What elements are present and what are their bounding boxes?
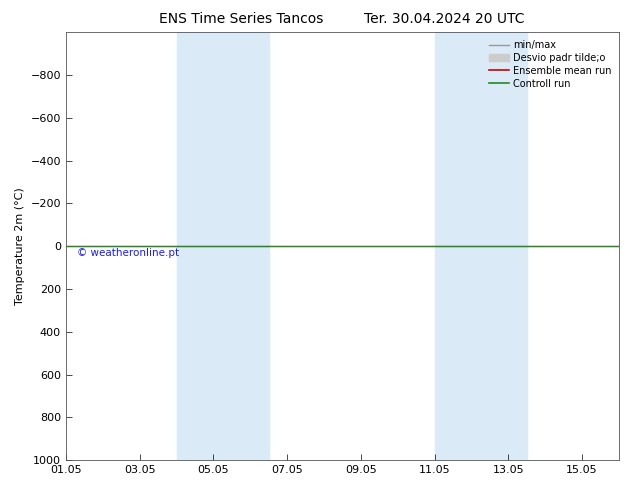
- Y-axis label: Temperature 2m (°C): Temperature 2m (°C): [15, 187, 25, 305]
- Text: ENS Time Series Tancos: ENS Time Series Tancos: [158, 12, 323, 26]
- Bar: [176, 32, 269, 460]
- Legend: min/max, Desvio padr tilde;o, Ensemble mean run, Controll run: min/max, Desvio padr tilde;o, Ensemble m…: [486, 37, 614, 92]
- Text: © weatheronline.pt: © weatheronline.pt: [77, 248, 179, 258]
- Bar: [435, 32, 527, 460]
- Text: Ter. 30.04.2024 20 UTC: Ter. 30.04.2024 20 UTC: [363, 12, 524, 26]
